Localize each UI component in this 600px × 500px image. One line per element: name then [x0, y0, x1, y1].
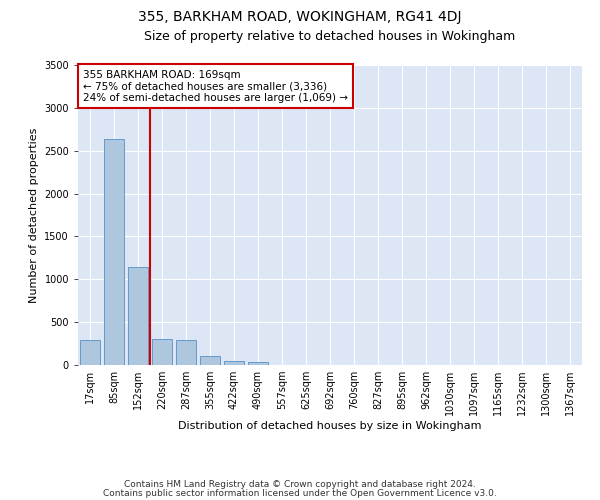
Bar [248, 362, 268, 365]
Bar [176, 340, 196, 365]
Text: 355 BARKHAM ROAD: 169sqm
← 75% of detached houses are smaller (3,336)
24% of sem: 355 BARKHAM ROAD: 169sqm ← 75% of detach… [83, 70, 348, 102]
Bar [104, 138, 124, 365]
Bar [128, 268, 148, 365]
X-axis label: Distribution of detached houses by size in Wokingham: Distribution of detached houses by size … [178, 421, 482, 431]
Title: Size of property relative to detached houses in Wokingham: Size of property relative to detached ho… [145, 30, 515, 43]
Bar [200, 356, 220, 365]
Text: 355, BARKHAM ROAD, WOKINGHAM, RG41 4DJ: 355, BARKHAM ROAD, WOKINGHAM, RG41 4DJ [138, 10, 462, 24]
Text: Contains public sector information licensed under the Open Government Licence v3: Contains public sector information licen… [103, 488, 497, 498]
Text: Contains HM Land Registry data © Crown copyright and database right 2024.: Contains HM Land Registry data © Crown c… [124, 480, 476, 489]
Bar [80, 340, 100, 365]
Y-axis label: Number of detached properties: Number of detached properties [29, 128, 38, 302]
Bar [152, 340, 172, 365]
Bar [224, 360, 244, 365]
